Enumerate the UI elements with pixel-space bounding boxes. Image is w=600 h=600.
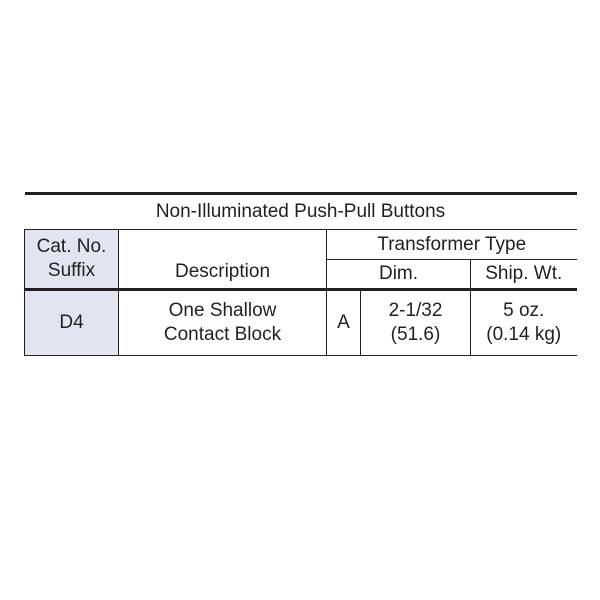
col-header-dim: Dim. (327, 260, 471, 290)
ship-line1: 5 oz. (503, 300, 544, 321)
col-header-description: Description (119, 230, 327, 290)
dim-line1: 2-1/32 (389, 300, 443, 321)
suffix-header-line1: Cat. No. (37, 236, 107, 257)
cell-description: One Shallow Contact Block (119, 290, 327, 356)
cell-dim-letter: A (327, 290, 361, 356)
col-header-suffix: Cat. No. Suffix (25, 230, 119, 290)
cell-ship-wt: 5 oz. (0.14 kg) (471, 290, 577, 356)
col-header-ship-wt: Ship. Wt. (471, 260, 577, 290)
spec-table: Non-Illuminated Push-Pull Buttons Cat. N… (24, 192, 577, 356)
col-header-transformer-type: Transformer Type (327, 230, 577, 260)
cell-suffix: D4 (25, 290, 119, 356)
table-title: Non-Illuminated Push-Pull Buttons (25, 194, 577, 230)
cell-dim: 2-1/32 (51.6) (361, 290, 471, 356)
ship-line2: (0.14 kg) (486, 324, 561, 345)
desc-line2: Contact Block (164, 324, 281, 345)
table-row: D4 One Shallow Contact Block A 2-1/32 (5… (25, 290, 577, 356)
desc-line1: One Shallow (169, 300, 277, 321)
suffix-header-line2: Suffix (48, 260, 95, 281)
spec-table-container: Non-Illuminated Push-Pull Buttons Cat. N… (24, 192, 576, 356)
dim-line2: (51.6) (391, 324, 441, 345)
